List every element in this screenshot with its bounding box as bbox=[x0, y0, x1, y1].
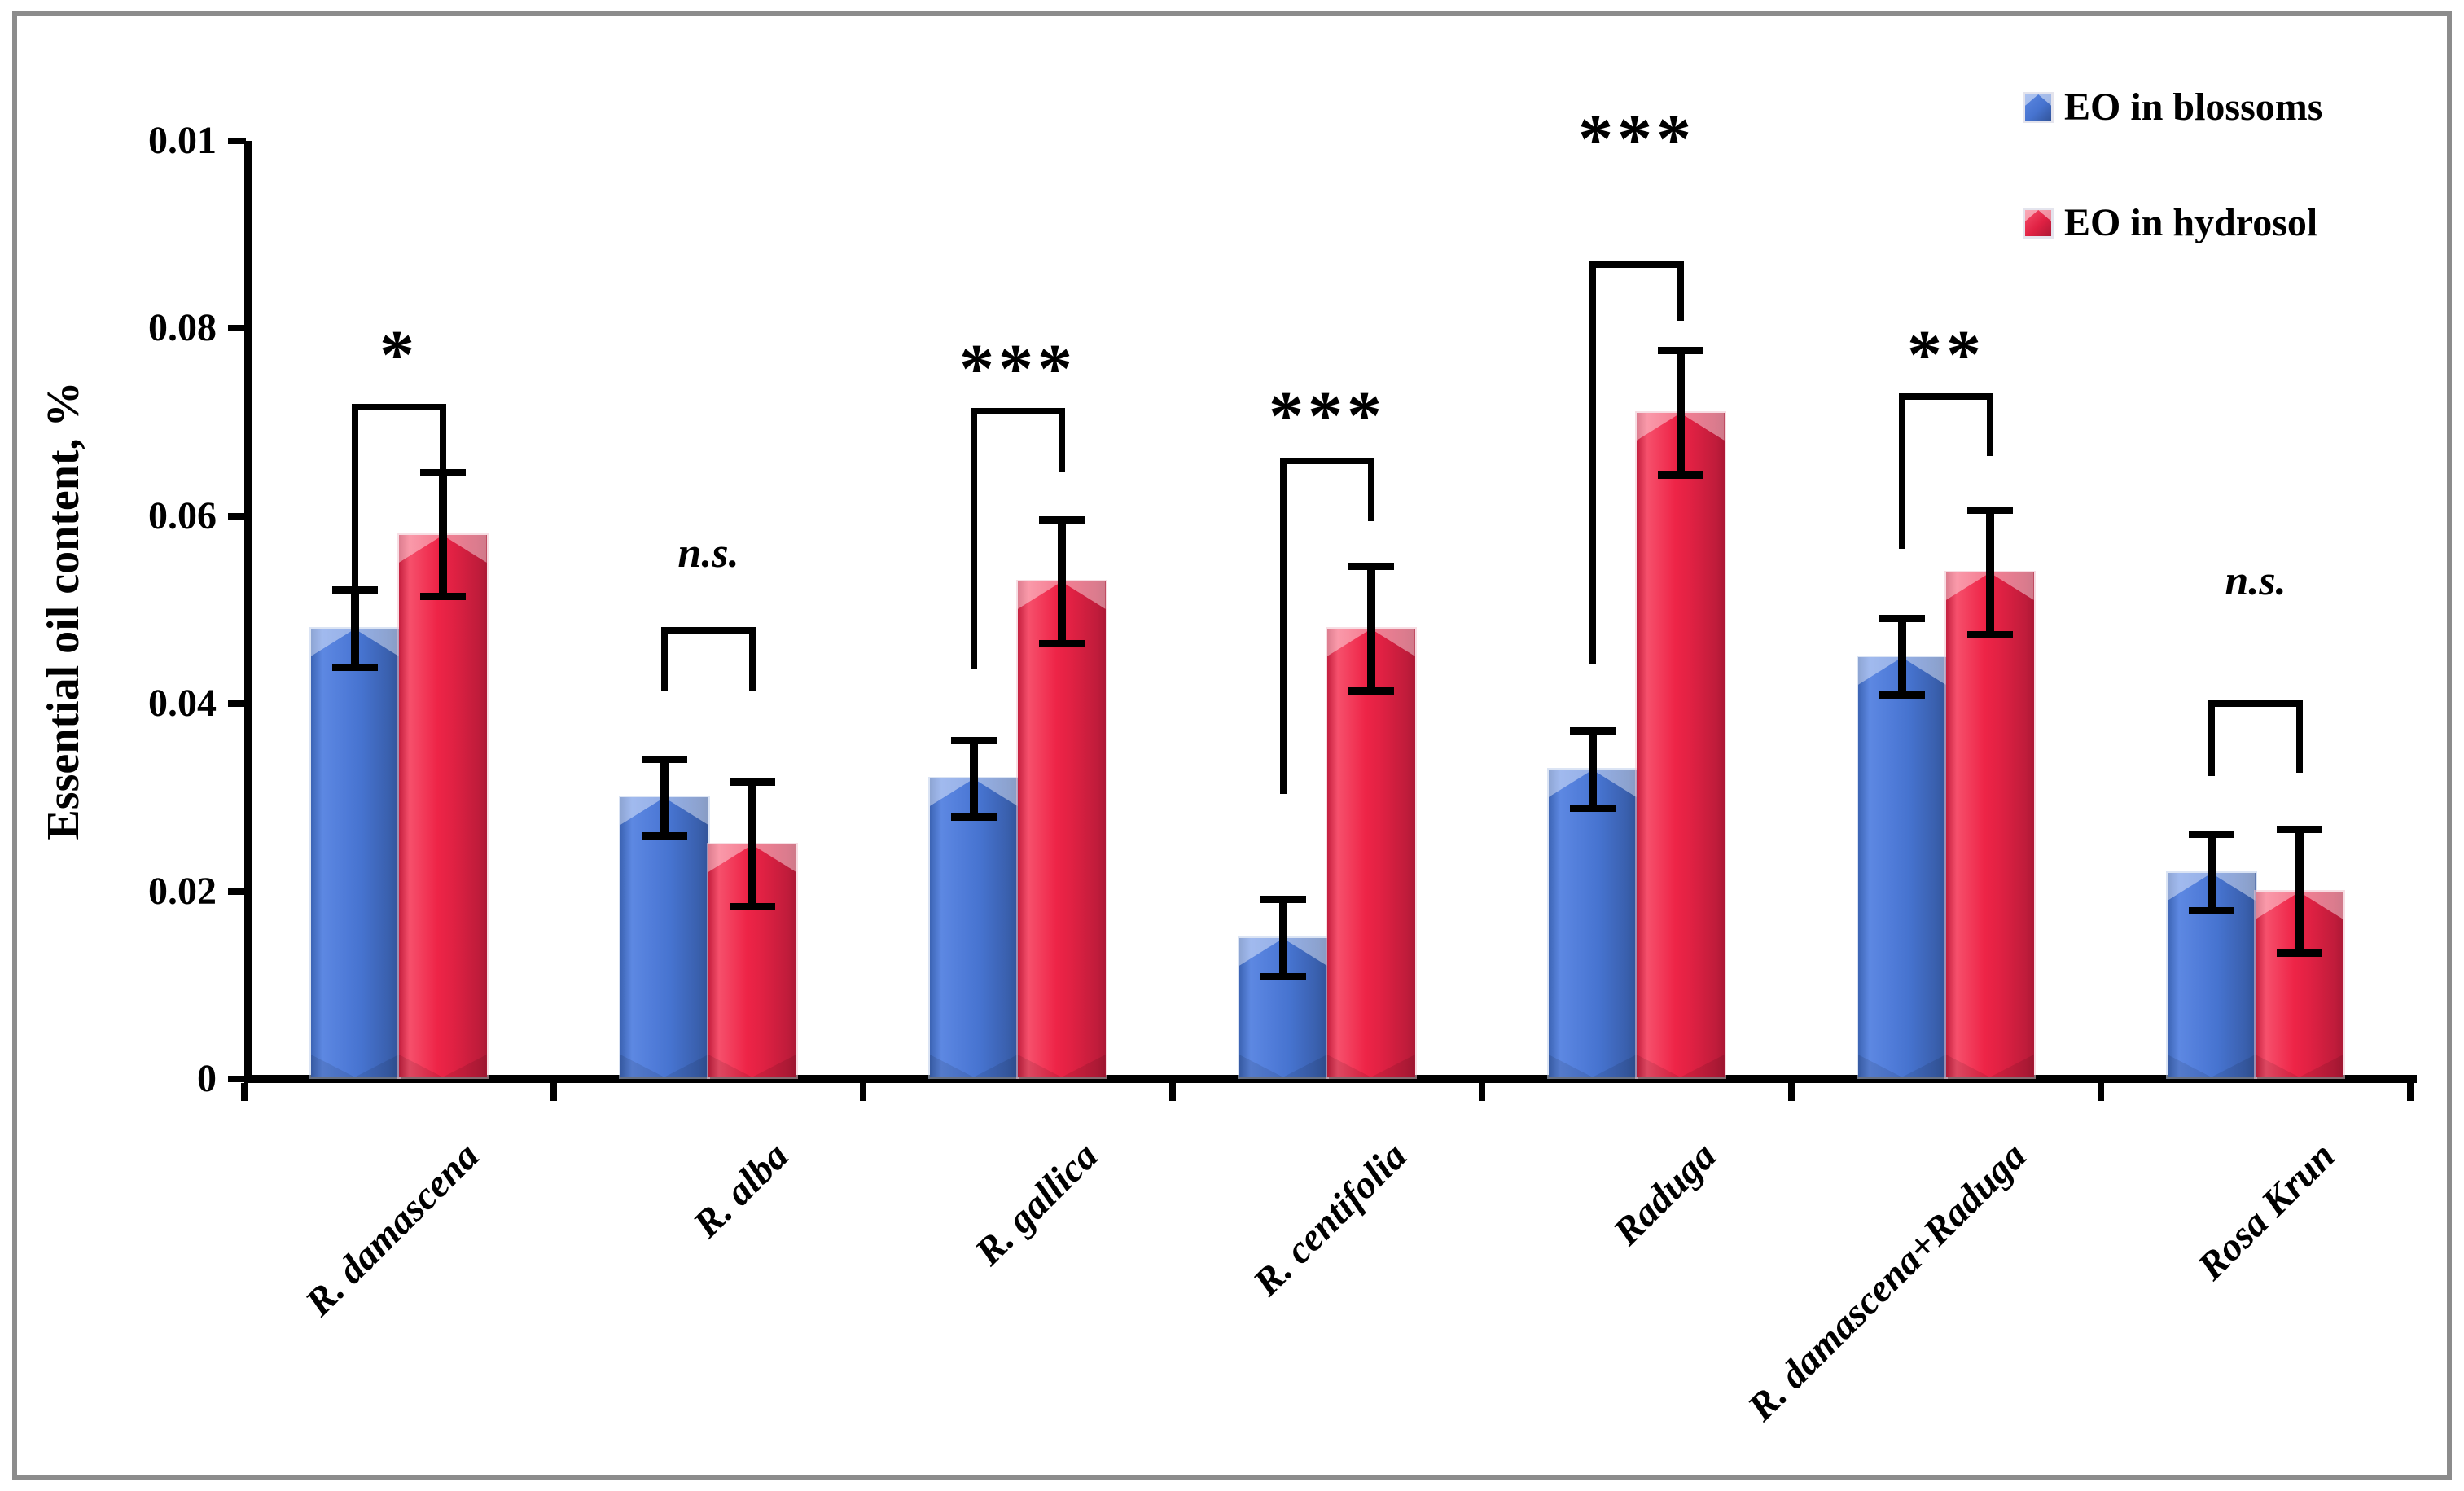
x-tick-mark bbox=[2407, 1083, 2414, 1101]
x-tick-mark bbox=[860, 1083, 866, 1101]
bar-blossoms bbox=[1549, 769, 1637, 1078]
legend-label-blossoms: EO in blossoms bbox=[2064, 86, 2323, 129]
legend-swatch-hydrosol-icon bbox=[2025, 209, 2051, 236]
significance-label: n.s. bbox=[677, 529, 739, 577]
sig-bracket-left-leg bbox=[1899, 392, 1905, 550]
bar-hydrosol bbox=[1018, 581, 1106, 1077]
x-tick-mark bbox=[241, 1083, 248, 1101]
bar-hydrosol bbox=[399, 534, 487, 1078]
sig-bracket-right-leg bbox=[1987, 392, 1993, 457]
sig-bracket-left-leg bbox=[661, 626, 668, 692]
bar-blossoms bbox=[1858, 656, 1946, 1078]
y-tick-label: 0 bbox=[197, 1057, 217, 1100]
error-bar-hydrosol bbox=[1658, 347, 1703, 479]
bar-blossoms bbox=[620, 797, 708, 1077]
sig-bracket-left-leg bbox=[971, 408, 977, 669]
x-tick-mark bbox=[1479, 1083, 1485, 1101]
x-tick-mark bbox=[1788, 1083, 1795, 1101]
y-tick-mark bbox=[228, 325, 246, 332]
sig-bracket-right-leg bbox=[1368, 458, 1374, 521]
y-tick-mark bbox=[228, 888, 246, 895]
error-bar-hydrosol bbox=[2277, 825, 2322, 958]
x-axis-line bbox=[244, 1075, 2417, 1083]
legend-item-hydrosol: EO in hydrosol bbox=[2025, 200, 2317, 245]
y-tick-label: 0.02 bbox=[148, 869, 217, 913]
sig-bracket-bar bbox=[971, 408, 1065, 415]
error-bar-blossoms bbox=[1570, 727, 1616, 812]
significance-label: * bbox=[379, 315, 419, 394]
bar-blossoms bbox=[930, 778, 1018, 1077]
y-tick-label: 0.06 bbox=[148, 493, 217, 537]
legend-item-blossoms: EO in blossoms bbox=[2025, 85, 2322, 129]
error-bar-blossoms bbox=[1879, 614, 1925, 699]
sig-bracket-right-leg bbox=[2296, 699, 2303, 774]
error-bar-hydrosol bbox=[730, 778, 775, 910]
sig-bracket-bar bbox=[661, 626, 756, 634]
error-bar-blossoms bbox=[2189, 830, 2234, 915]
sig-bracket-bar bbox=[1589, 261, 1684, 268]
sig-bracket-right-leg bbox=[749, 626, 756, 692]
significance-label: n.s. bbox=[2225, 558, 2286, 605]
sig-bracket-bar bbox=[1280, 458, 1374, 465]
error-bar-blossoms bbox=[951, 736, 997, 822]
error-bar-blossoms bbox=[1260, 896, 1306, 981]
x-tick-mark bbox=[550, 1083, 557, 1101]
sig-bracket-right-leg bbox=[1677, 261, 1684, 322]
sig-bracket-left-leg bbox=[1280, 458, 1287, 794]
significance-label: *** bbox=[959, 329, 1076, 408]
error-bar-hydrosol bbox=[1348, 563, 1394, 695]
sig-bracket-left-leg bbox=[2208, 699, 2215, 776]
bar-hydrosol bbox=[708, 844, 796, 1077]
significance-label: *** bbox=[1269, 376, 1386, 455]
bar-blossoms bbox=[311, 629, 399, 1077]
error-bar-hydrosol bbox=[1967, 507, 2013, 638]
significance-label: ** bbox=[1907, 315, 1985, 394]
sig-bracket-right-leg bbox=[440, 403, 446, 498]
y-tick-label: 0.01 bbox=[148, 119, 217, 162]
y-axis-title: Essential oil content, % bbox=[38, 381, 89, 840]
sig-bracket-right-leg bbox=[1059, 408, 1065, 472]
sig-bracket-bar bbox=[2208, 699, 2303, 707]
significance-label: *** bbox=[1578, 99, 1695, 178]
y-tick-label: 0.04 bbox=[148, 682, 217, 726]
y-tick-mark bbox=[228, 512, 246, 520]
x-tick-mark bbox=[2098, 1083, 2104, 1101]
figure-border bbox=[12, 11, 2452, 1480]
sig-bracket-bar bbox=[352, 403, 446, 410]
legend-label-hydrosol: EO in hydrosol bbox=[2064, 201, 2318, 244]
y-axis-line bbox=[244, 141, 252, 1083]
bar-hydrosol bbox=[1637, 413, 1725, 1077]
y-tick-mark bbox=[228, 700, 246, 708]
bar-hydrosol bbox=[1946, 572, 2034, 1078]
y-tick-mark bbox=[228, 1076, 246, 1082]
y-tick-label: 0.08 bbox=[148, 306, 217, 350]
sig-bracket-left-leg bbox=[1589, 261, 1596, 664]
legend-swatch-blossoms-icon bbox=[2025, 94, 2051, 121]
y-tick-mark bbox=[228, 138, 246, 144]
error-bar-blossoms bbox=[642, 755, 687, 840]
bar-hydrosol bbox=[1327, 629, 1415, 1077]
sig-bracket-left-leg bbox=[352, 403, 358, 610]
x-tick-mark bbox=[1169, 1083, 1176, 1101]
sig-bracket-bar bbox=[1899, 392, 1993, 400]
error-bar-hydrosol bbox=[1039, 515, 1085, 648]
